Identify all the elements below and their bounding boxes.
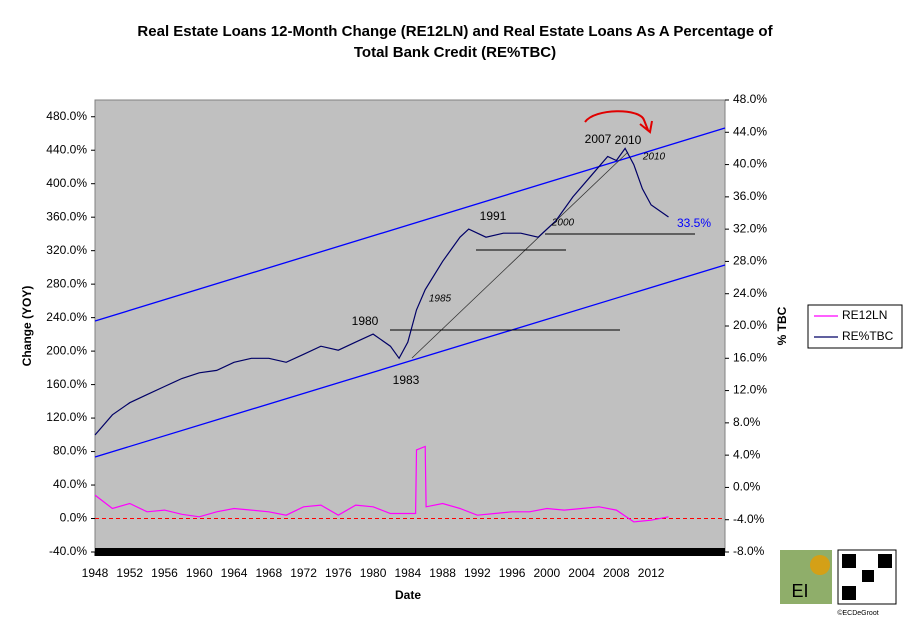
logo — [780, 549, 897, 605]
y2-tick-label: 44.0% — [733, 124, 767, 138]
y-tick-label: 400.0% — [46, 176, 87, 190]
y-tick-label: 80.0% — [53, 444, 87, 458]
x-tick-label: 1984 — [394, 566, 421, 580]
y2-tick-label: 24.0% — [733, 286, 767, 300]
y-tick-label: 0.0% — [60, 511, 88, 525]
y2-tick-label: 48.0% — [733, 92, 767, 106]
annotation: 1983 — [393, 373, 420, 387]
y-tick-label: 160.0% — [46, 377, 87, 391]
y2-tick-label: 28.0% — [733, 254, 767, 268]
y2-tick-label: -4.0% — [733, 512, 765, 526]
legend-label: RE12LN — [842, 308, 887, 322]
y2-tick-label: 0.0% — [733, 480, 761, 494]
y2-tick-label: 32.0% — [733, 221, 767, 235]
x-tick-label: 1952 — [116, 566, 143, 580]
y2-tick-label: 16.0% — [733, 350, 767, 364]
y-tick-label: 360.0% — [46, 209, 87, 223]
series-line — [94, 147, 669, 436]
credit: ©ECDeGroot — [837, 609, 878, 617]
x-tick-label: 1964 — [221, 566, 248, 580]
annotation: 1980 — [352, 314, 379, 328]
axis-band — [95, 548, 725, 556]
x-axis-title: Date — [395, 588, 421, 602]
trend-lines — [94, 110, 726, 458]
annotation: 1991 — [480, 209, 507, 223]
x-tick-label: 1988 — [429, 566, 456, 580]
x-tick-label: 2004 — [568, 566, 595, 580]
annotation: 2010 — [615, 133, 642, 147]
series-line — [94, 445, 669, 523]
y-tick-label: 40.0% — [53, 477, 87, 491]
y-tick-label: 200.0% — [46, 343, 87, 357]
x-tick-label: 1980 — [360, 566, 387, 580]
y2-tick-label: 8.0% — [733, 415, 761, 429]
chart-title: Real Estate Loans 12-Month Change (RE12L… — [137, 23, 773, 40]
y-tick-label: 320.0% — [46, 243, 87, 257]
x-tick-label: 2012 — [638, 566, 665, 580]
x-tick-label: 2008 — [603, 566, 630, 580]
legend-label: RE%TBC — [842, 329, 894, 343]
x-tick-label: 1972 — [290, 566, 317, 580]
x-tick-label: 1996 — [499, 566, 526, 580]
y2-tick-label: -8.0% — [733, 544, 765, 558]
x-tick-label: 2000 — [534, 566, 561, 580]
annotation: 1985 — [429, 294, 452, 305]
y2-axis-title: % TBC — [775, 306, 789, 345]
chart-subtitle: Total Bank Credit (RE%TBC) — [354, 44, 556, 61]
annotation: 2010 — [642, 152, 666, 163]
x-tick-label: 1960 — [186, 566, 213, 580]
annotation: 2007 — [585, 132, 612, 146]
x-tick-label: 1968 — [255, 566, 282, 580]
y-tick-label: 280.0% — [46, 276, 87, 290]
x-tick-label: 1976 — [325, 566, 352, 580]
y-tick-label: 480.0% — [46, 109, 87, 123]
x-tick-label: 1948 — [82, 566, 109, 580]
y-tick-label: -40.0% — [49, 544, 87, 558]
x-tick-label: 1992 — [464, 566, 491, 580]
y2-tick-label: 4.0% — [733, 447, 761, 461]
y2-tick-label: 12.0% — [733, 383, 767, 397]
y2-tick-label: 36.0% — [733, 189, 767, 203]
annotation: 2000 — [551, 218, 575, 229]
plot-area — [94, 99, 726, 553]
y-tick-label: 240.0% — [46, 310, 87, 324]
y-axis-title: Change (YOY) — [20, 286, 34, 367]
y2-tick-label: 40.0% — [733, 157, 767, 171]
y-tick-label: 120.0% — [46, 410, 87, 424]
y-tick-label: 440.0% — [46, 142, 87, 156]
logo-text: EI — [791, 581, 808, 601]
x-tick-label: 1956 — [151, 566, 178, 580]
annotation: 33.5% — [677, 216, 711, 230]
y2-tick-label: 20.0% — [733, 318, 767, 332]
legend — [807, 304, 903, 349]
